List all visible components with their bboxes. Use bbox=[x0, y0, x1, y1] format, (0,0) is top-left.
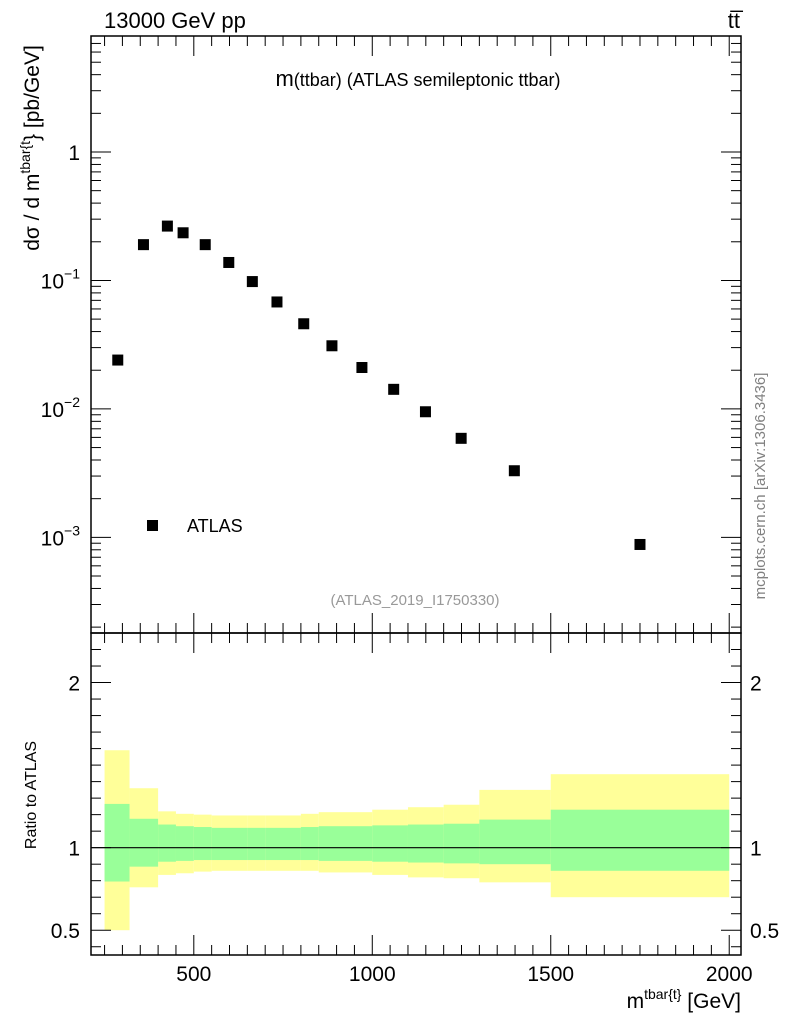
x-tick-label: 1500 bbox=[527, 963, 574, 986]
main-plot-area: 10−310−210−11 bbox=[41, 35, 741, 633]
ratio-band-inner bbox=[443, 823, 480, 864]
main-y-tick-mantissa: 10 bbox=[41, 527, 64, 550]
data-point bbox=[634, 538, 646, 550]
x-axis-label-m: m bbox=[627, 990, 645, 1013]
data-point bbox=[223, 256, 235, 268]
process-label: tt̅ bbox=[728, 8, 744, 33]
main-y-tick-mantissa: 1 bbox=[68, 142, 80, 165]
ratio-y-tick-label-right: 1 bbox=[750, 838, 762, 861]
ratio-band-inner bbox=[193, 827, 212, 861]
data-point bbox=[455, 432, 467, 444]
ratio-band-inner bbox=[247, 827, 266, 861]
data-point bbox=[388, 383, 400, 395]
main-y-tick-label: 1 bbox=[68, 142, 80, 165]
data-point bbox=[326, 340, 338, 352]
ratio-band-inner bbox=[318, 826, 373, 861]
chart-title: m(ttbar) (ATLAS semileptonic ttbar) bbox=[275, 66, 560, 91]
x-axis-label-unit: [GeV] bbox=[681, 990, 741, 1013]
main-y-tick-mantissa: 10 bbox=[41, 270, 64, 293]
ratio-band-inner bbox=[550, 809, 730, 871]
ratio-band-inner bbox=[407, 824, 444, 863]
data-point bbox=[199, 239, 211, 251]
data-point bbox=[298, 318, 310, 330]
main-y-axis-label-part2: } [pb/GeV] bbox=[21, 45, 44, 141]
ratio-y-axis-label: Ratio to ATLAS bbox=[23, 741, 40, 849]
chart-title-rest: (ttbar) (ATLAS semileptonic ttbar) bbox=[294, 70, 561, 90]
main-y-tick-exponent: −3 bbox=[64, 522, 80, 538]
main-y-tick-label: 10−3 bbox=[41, 522, 81, 550]
ratio-band-inner bbox=[211, 827, 248, 861]
ratio-plot-area: 500 1000 1500 2000 0.5 0.5 1 1 2 2 bbox=[51, 633, 779, 986]
legend-marker bbox=[147, 520, 158, 531]
ratio-y-tick-label-left: 1 bbox=[68, 838, 80, 861]
x-tick-label: 2000 bbox=[706, 963, 753, 986]
main-y-tick-exponent: −2 bbox=[64, 394, 80, 410]
main-y-tick-label: 10−2 bbox=[41, 394, 81, 422]
x-tick-label: 1000 bbox=[349, 963, 396, 986]
data-point bbox=[356, 362, 368, 374]
main-y-axis-label-part1: dσ / d m bbox=[21, 174, 44, 251]
analysis-id-label: (ATLAS_2019_I1750330) bbox=[330, 592, 499, 609]
data-point bbox=[419, 406, 431, 418]
x-tick-label: 500 bbox=[176, 963, 211, 986]
main-y-tick-mantissa: 10 bbox=[41, 399, 64, 422]
ratio-band-inner bbox=[129, 818, 159, 867]
main-y-tick-exponent: −1 bbox=[64, 265, 80, 281]
ratio-band-inner bbox=[479, 819, 551, 865]
data-point bbox=[137, 239, 149, 251]
main-y-axis-label: dσ / d mtbar{t} [pb/GeV] bbox=[17, 45, 44, 251]
data-point bbox=[112, 354, 124, 366]
main-y-axis-label-sup: tbar{t bbox=[17, 141, 33, 174]
ratio-y-tick-label-left: 2 bbox=[68, 673, 80, 696]
ratio-band-inner bbox=[372, 825, 408, 862]
x-axis-label: mtbar{t} [GeV] bbox=[627, 986, 741, 1013]
ratio-band-inner bbox=[175, 826, 194, 861]
ratio-frame bbox=[90, 632, 742, 956]
chart-title-m: m bbox=[275, 66, 293, 91]
data-point bbox=[177, 227, 189, 239]
data-point bbox=[161, 220, 173, 232]
ratio-band-inner bbox=[300, 827, 319, 861]
ratio-y-tick-label-right: 0.5 bbox=[750, 920, 779, 943]
side-watermark: mcplots.cern.ch [arXiv:1306.3436] bbox=[752, 373, 769, 600]
energy-label: 13000 GeV pp bbox=[104, 8, 246, 33]
ratio-band-inner bbox=[158, 824, 176, 862]
ratio-y-tick-label-left: 0.5 bbox=[51, 920, 80, 943]
data-point bbox=[271, 296, 283, 308]
ratio-band-inner bbox=[265, 827, 301, 861]
ratio-band-inner bbox=[104, 803, 130, 882]
data-point bbox=[508, 465, 520, 477]
main-y-tick-label: 10−1 bbox=[41, 265, 81, 293]
data-point bbox=[246, 276, 258, 288]
legend-label: ATLAS bbox=[187, 516, 243, 536]
ratio-y-tick-label-right: 2 bbox=[750, 673, 762, 696]
x-axis-label-sup: tbar{t} bbox=[644, 986, 682, 1002]
